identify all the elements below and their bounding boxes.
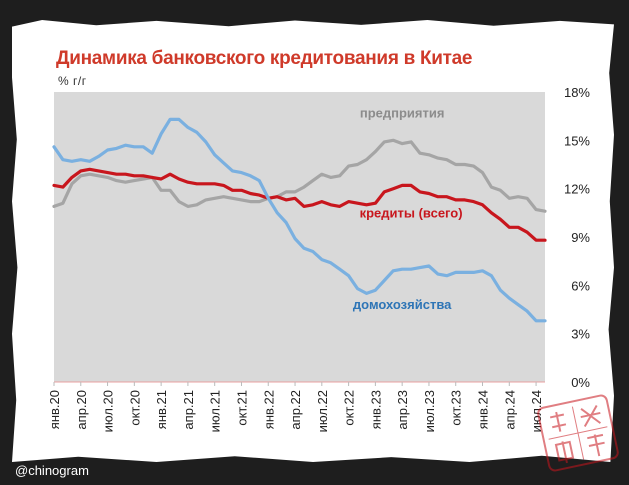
x-tick-label: окт.20 — [127, 390, 142, 426]
seal-stamp-icon — [537, 394, 619, 472]
x-tick-label: июл.22 — [315, 390, 330, 432]
series-line — [52, 117, 547, 323]
x-tick-label: апр.21 — [181, 390, 196, 430]
y-tick-label: 9% — [571, 230, 590, 245]
channel-watermark: @chinogram — [15, 463, 89, 478]
series-line — [52, 138, 547, 213]
x-tick-label: июл.20 — [101, 390, 116, 432]
y-tick-label: 6% — [571, 278, 590, 293]
series-line — [52, 167, 547, 242]
plot-area — [54, 92, 545, 382]
x-tick-label: окт.22 — [342, 390, 357, 426]
x-tick-label: окт.21 — [234, 390, 249, 426]
x-tick-label: янв.21 — [154, 390, 169, 429]
series-annotation: предприятия — [360, 106, 445, 121]
y-tick-label: 15% — [564, 133, 590, 148]
x-tick-label: июл.21 — [208, 390, 223, 432]
x-tick-label: окт.23 — [449, 390, 464, 426]
x-tick-label: апр.20 — [74, 390, 89, 430]
chart-title: Динамика банковского кредитования в Кита… — [56, 48, 473, 69]
y-tick-label: 0% — [571, 375, 590, 390]
x-tick-label: янв.20 — [47, 390, 62, 429]
y-axis-unit-label: % г/г — [58, 74, 87, 88]
y-tick-label: 18% — [564, 85, 590, 100]
series-annotation: домохозяйства — [353, 297, 452, 312]
x-tick-label: апр.24 — [502, 390, 517, 430]
y-tick-label: 3% — [571, 327, 590, 342]
series-annotation: кредиты (всего) — [360, 205, 463, 220]
x-tick-label: апр.22 — [288, 390, 303, 430]
y-tick-label: 12% — [564, 182, 590, 197]
x-tick-label: янв.24 — [476, 390, 491, 429]
x-tick-label: янв.22 — [261, 390, 276, 429]
x-tick-label: апр.23 — [395, 390, 410, 430]
x-tick-label: июл.23 — [422, 390, 437, 432]
x-tick-label: янв.23 — [368, 390, 383, 429]
